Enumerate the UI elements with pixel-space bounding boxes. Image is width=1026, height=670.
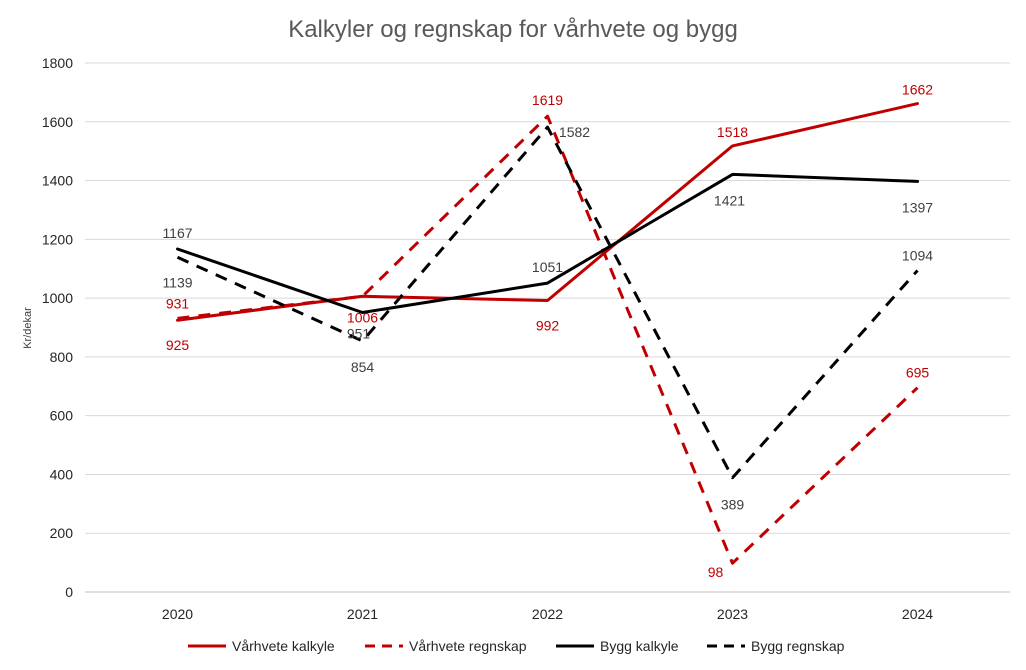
data-label: 951	[347, 326, 371, 342]
data-label: 1006	[347, 309, 378, 325]
data-label: 389	[721, 497, 745, 513]
data-label: 1051	[532, 259, 563, 275]
data-label: 1662	[902, 82, 933, 98]
legend: Vårhvete kalkyle Vårhvete regnskap Bygg ka…	[188, 638, 845, 654]
x-tick-label: 2024	[902, 606, 933, 622]
data-label: 925	[166, 337, 190, 353]
y-tick-label: 1200	[42, 231, 73, 247]
y-tick-label: 1400	[42, 173, 73, 189]
series-line	[177, 114, 919, 565]
data-label: 1167	[162, 225, 192, 241]
data-label: 992	[536, 317, 560, 333]
data-label: 695	[906, 365, 930, 381]
y-axis-label: Kr/dekar	[22, 307, 34, 349]
y-tick-label: 600	[50, 408, 74, 424]
legend-label: Bygg regnskap	[751, 638, 845, 654]
y-tick-label: 400	[50, 466, 74, 482]
y-tick-label: 800	[50, 349, 74, 365]
gridlines	[85, 62, 1010, 593]
chart-title: Kalkyler og regnskap for vårhvete og byg…	[288, 16, 738, 43]
series-line	[176, 102, 919, 322]
data-label: 1397	[902, 199, 933, 215]
data-label: 931	[166, 295, 190, 311]
axis-ticks: 0 200 400 600 800 1000 1200 1400 1600 1800 2020 202…	[42, 55, 933, 622]
x-tick-label: 2021	[347, 606, 378, 622]
data-label: 1619	[532, 92, 563, 108]
y-tick-label: 200	[50, 525, 74, 541]
data-label: 1139	[162, 274, 192, 290]
data-label: 98	[708, 564, 724, 580]
x-tick-label: 2022	[532, 606, 563, 622]
data-labels: 925 992 1518 1662 931 1619 98 695 1167 951 1051 142…	[162, 82, 933, 581]
data-label: 1094	[902, 247, 933, 263]
legend-label: Vårhvete regnskap	[409, 638, 527, 654]
data-label: 1582	[559, 124, 590, 140]
series-line	[176, 125, 919, 480]
y-tick-label: 1800	[42, 55, 73, 71]
x-tick-label: 2020	[162, 606, 193, 622]
legend-label: Bygg kalkyle	[600, 638, 679, 654]
y-tick-label: 1600	[42, 114, 73, 130]
x-tick-label: 2023	[717, 606, 748, 622]
legend-label: Vårhvete kalkyle	[232, 638, 335, 654]
data-label: 1421	[714, 192, 745, 208]
series-line	[176, 172, 919, 314]
y-tick-label: 1000	[42, 290, 73, 306]
data-label: 1518	[717, 124, 748, 140]
y-tick-label: 0	[65, 584, 73, 600]
series-lines	[176, 102, 919, 565]
data-label: 854	[351, 359, 375, 375]
